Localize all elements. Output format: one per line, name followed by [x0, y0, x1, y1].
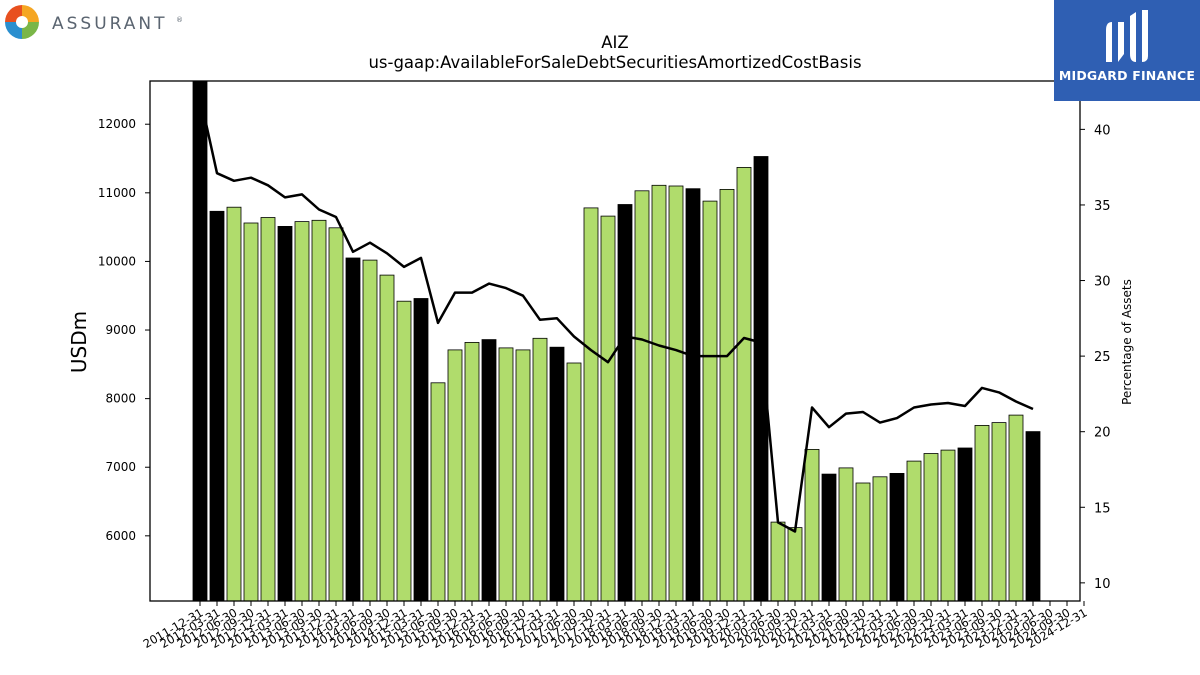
bar: [328, 227, 344, 601]
y2-axis-label: Percentage of Assets: [1120, 279, 1134, 405]
bar: [430, 382, 446, 601]
y-tick-label: 11000: [98, 186, 136, 200]
bar: [447, 349, 463, 601]
bar: [821, 473, 837, 601]
y2-tick-label: 15: [1094, 501, 1111, 516]
y-tick-label: 6000: [105, 529, 136, 543]
y2-tick-label: 40: [1094, 123, 1111, 138]
y2-tick-label: 35: [1094, 199, 1111, 214]
bar: [345, 257, 361, 601]
bar: [804, 448, 820, 601]
bar: [906, 460, 922, 601]
bar: [719, 188, 735, 601]
y-axis-label: USDm: [67, 311, 91, 373]
bar-series: [192, 81, 1041, 601]
percentage-line: [198, 95, 1034, 533]
bar: [1025, 431, 1041, 601]
bar: [940, 449, 956, 601]
bar: [583, 207, 599, 601]
bar: [413, 298, 429, 601]
bar: [1008, 414, 1024, 601]
bar: [889, 472, 905, 601]
assurant-logo-mark: [5, 5, 39, 39]
bar: [515, 349, 531, 601]
y2-tick-label: 25: [1094, 350, 1111, 365]
midgard-finance-logo: MIDGARD FINANCE: [1054, 0, 1200, 101]
bar: [549, 346, 565, 601]
midgard-finance-wordmark: MIDGARD FINANCE: [1058, 68, 1196, 83]
bar: [753, 156, 769, 601]
bar: [481, 339, 497, 601]
bar: [277, 225, 293, 601]
bar: [651, 184, 667, 601]
bar: [311, 219, 327, 601]
bar: [294, 221, 310, 601]
y2-tick-label: 10: [1094, 577, 1111, 592]
y-tick-label: 8000: [105, 392, 136, 406]
bar: [396, 300, 412, 601]
bar: [974, 424, 990, 601]
bar: [872, 476, 888, 601]
bar: [702, 200, 718, 601]
y-tick-label: 7000: [105, 460, 136, 474]
chart-title: AIZ: [601, 33, 628, 52]
bar: [685, 188, 701, 601]
bar: [617, 204, 633, 601]
plot-frame: [149, 80, 1081, 602]
y2-tick-label: 30: [1094, 275, 1111, 290]
bar: [243, 222, 259, 601]
bar: [957, 447, 973, 601]
assurant-registered-mark: ®: [176, 16, 183, 24]
bar: [855, 482, 871, 601]
bar: [923, 453, 939, 601]
midgard-finance-logo-mark: [1106, 10, 1148, 62]
bar: [260, 217, 276, 601]
bar: [787, 527, 803, 601]
assurant-logo: ASSURANT ®: [4, 4, 194, 42]
bar: [668, 185, 684, 601]
bar: [192, 81, 208, 601]
bar: [226, 206, 242, 601]
bar: [209, 210, 225, 601]
bar: [770, 521, 786, 601]
bar: [532, 337, 548, 601]
y-tick-label: 12000: [98, 117, 136, 131]
assurant-wordmark: ASSURANT: [52, 14, 168, 34]
bar: [838, 467, 854, 601]
chart-subtitle: us-gaap:AvailableForSaleDebtSecuritiesAm…: [368, 53, 861, 72]
bar: [464, 341, 480, 601]
bar: [736, 166, 752, 601]
bar: [498, 347, 514, 601]
y-tick-label: 10000: [98, 254, 136, 268]
bar: [634, 190, 650, 601]
plot-area: 6000 7000 8000 9000 10000 11000 12000 10 15 20 25 3…: [98, 80, 1111, 651]
bar: [600, 215, 616, 601]
bar: [379, 274, 395, 601]
bar: [362, 259, 378, 601]
bar: [991, 422, 1007, 601]
y-tick-label: 9000: [105, 323, 136, 337]
y2-tick-label: 20: [1094, 426, 1111, 441]
bar: [566, 362, 582, 601]
